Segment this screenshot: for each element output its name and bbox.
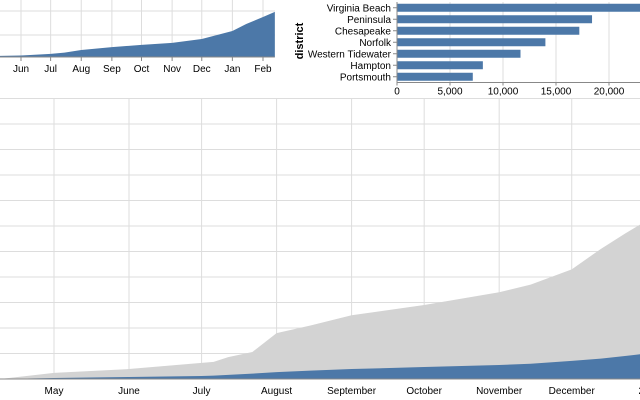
x-tick-label: June bbox=[118, 386, 140, 397]
x-tick-label: Feb bbox=[254, 64, 272, 75]
area-series-1 bbox=[0, 224, 640, 379]
bar bbox=[397, 61, 483, 70]
area-series bbox=[0, 11, 275, 57]
bar bbox=[397, 38, 546, 47]
x-tick-label: July bbox=[193, 386, 211, 397]
timeline-area-chart: Jun Jul Aug Sep Oct Nov Dec Jan Feb bbox=[0, 0, 275, 75]
y-tick-label: Norfolk bbox=[359, 38, 392, 49]
x-tick-label: Dec bbox=[193, 64, 211, 75]
y-tick-label: Chesapeake bbox=[335, 26, 392, 37]
x-tick-label: Nov bbox=[163, 64, 181, 75]
x-tick-label: 5,000 bbox=[437, 87, 462, 98]
district-bar-chart: district Virginia BeachPeninsulaChesapea… bbox=[294, 2, 640, 98]
bar bbox=[397, 3, 640, 12]
x-tick-label: December bbox=[549, 386, 596, 397]
x-tick-label: Sep bbox=[103, 64, 121, 75]
y-tick-label: Virginia Beach bbox=[327, 3, 391, 14]
x-tick-label: Oct bbox=[134, 64, 150, 75]
bar bbox=[397, 15, 593, 24]
x-tick-label: August bbox=[261, 386, 292, 397]
x-tick-label: September bbox=[327, 386, 377, 397]
district-axis-title: district bbox=[294, 22, 306, 59]
x-tick-label: Jan bbox=[224, 64, 240, 75]
main-stacked-area-chart: May June July August September October Novembe… bbox=[0, 98, 640, 397]
x-tick-label: 15,000 bbox=[541, 87, 572, 98]
y-tick-label: Peninsula bbox=[347, 15, 391, 26]
y-tick-label: Portsmouth bbox=[340, 72, 391, 83]
area-series-2 bbox=[0, 354, 640, 379]
x-tick-label: Jun bbox=[13, 64, 29, 75]
x-tick-label: 20 bbox=[638, 386, 640, 397]
x-tick-label: 10,000 bbox=[488, 87, 519, 98]
x-tick-label: 20,000 bbox=[594, 87, 625, 98]
bar bbox=[397, 72, 473, 81]
y-tick-label: Hampton bbox=[350, 61, 391, 72]
x-tick-label: Jul bbox=[44, 64, 57, 75]
x-tick-label: October bbox=[406, 386, 442, 397]
x-tick-label: 0 bbox=[394, 87, 400, 98]
bar bbox=[397, 49, 521, 58]
x-tick-label: May bbox=[45, 386, 64, 397]
bar bbox=[397, 26, 580, 35]
x-tick-label: Aug bbox=[72, 64, 90, 75]
x-tick-label: November bbox=[476, 386, 523, 397]
y-tick-label: Western Tidewater bbox=[308, 49, 392, 60]
